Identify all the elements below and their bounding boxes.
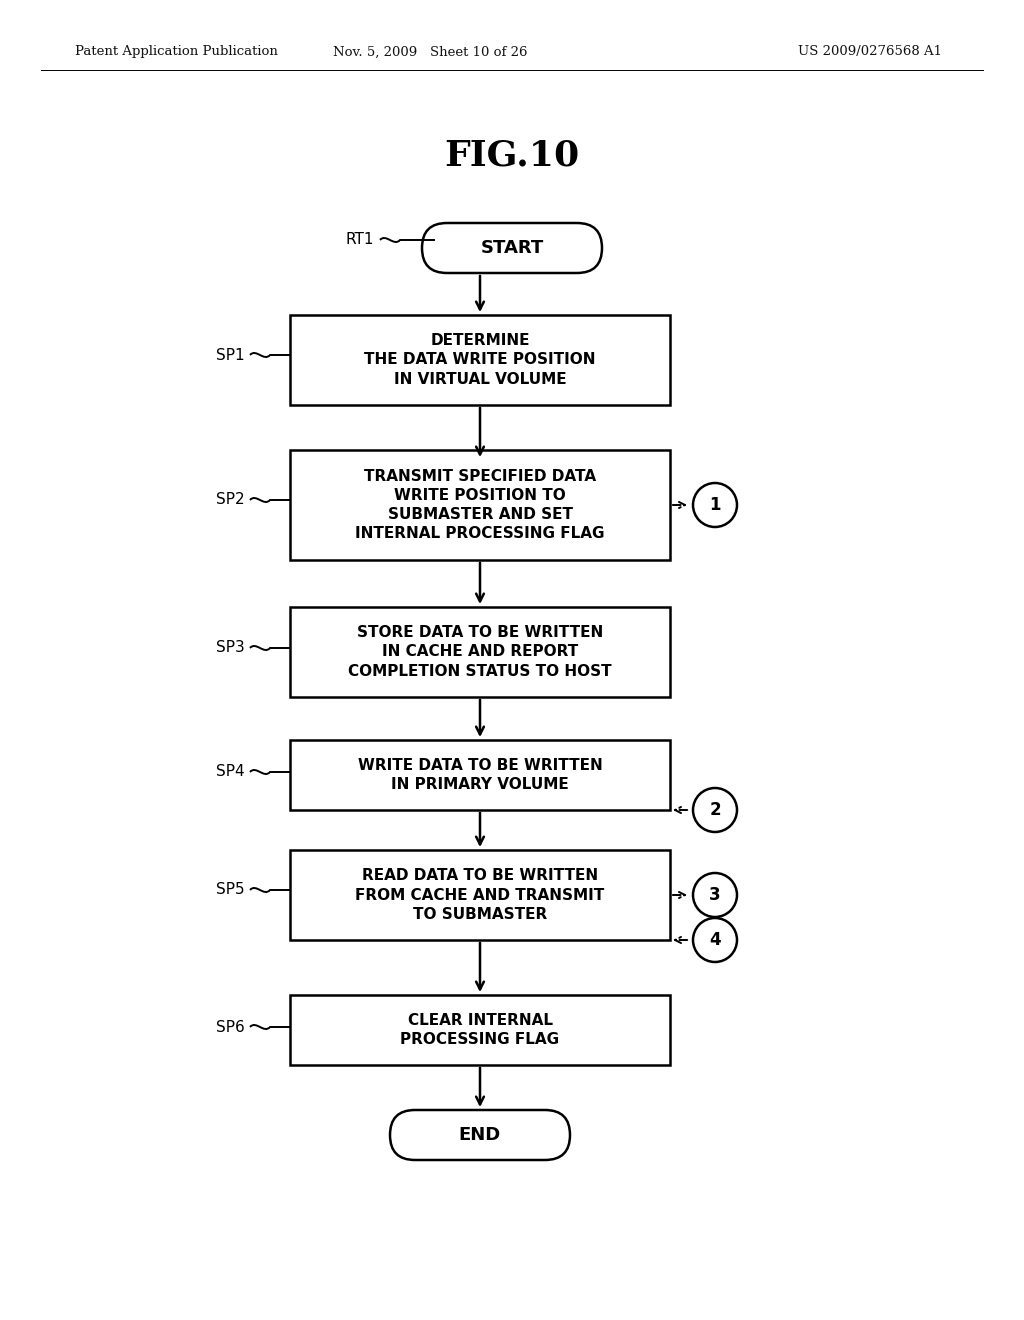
Text: SP4: SP4	[216, 764, 245, 780]
Text: Patent Application Publication: Patent Application Publication	[75, 45, 278, 58]
Circle shape	[693, 788, 737, 832]
Text: START: START	[480, 239, 544, 257]
Circle shape	[693, 483, 737, 527]
Text: END: END	[459, 1126, 501, 1144]
Text: SP1: SP1	[216, 347, 245, 363]
Text: US 2009/0276568 A1: US 2009/0276568 A1	[798, 45, 942, 58]
Text: 1: 1	[710, 496, 721, 513]
Text: SP5: SP5	[216, 883, 245, 898]
Text: 2: 2	[710, 801, 721, 818]
Text: SP3: SP3	[216, 640, 245, 656]
Text: STORE DATA TO BE WRITTEN
IN CACHE AND REPORT
COMPLETION STATUS TO HOST: STORE DATA TO BE WRITTEN IN CACHE AND RE…	[348, 626, 611, 678]
FancyBboxPatch shape	[390, 1110, 570, 1160]
Text: FIG.10: FIG.10	[444, 139, 580, 172]
FancyBboxPatch shape	[422, 223, 602, 273]
Text: TRANSMIT SPECIFIED DATA
WRITE POSITION TO
SUBMASTER AND SET
INTERNAL PROCESSING : TRANSMIT SPECIFIED DATA WRITE POSITION T…	[355, 469, 605, 541]
Text: CLEAR INTERNAL
PROCESSING FLAG: CLEAR INTERNAL PROCESSING FLAG	[400, 1012, 559, 1047]
Text: READ DATA TO BE WRITTEN
FROM CACHE AND TRANSMIT
TO SUBMASTER: READ DATA TO BE WRITTEN FROM CACHE AND T…	[355, 869, 604, 921]
Text: 3: 3	[710, 886, 721, 904]
Bar	[290, 607, 670, 697]
Text: SP2: SP2	[216, 492, 245, 507]
Circle shape	[693, 873, 737, 917]
Bar	[290, 741, 670, 810]
Text: DETERMINE
THE DATA WRITE POSITION
IN VIRTUAL VOLUME: DETERMINE THE DATA WRITE POSITION IN VIR…	[365, 333, 596, 387]
Bar	[290, 315, 670, 405]
Text: 4: 4	[710, 931, 721, 949]
Text: Nov. 5, 2009   Sheet 10 of 26: Nov. 5, 2009 Sheet 10 of 26	[333, 45, 527, 58]
Text: RT1: RT1	[346, 232, 374, 248]
Text: WRITE DATA TO BE WRITTEN
IN PRIMARY VOLUME: WRITE DATA TO BE WRITTEN IN PRIMARY VOLU…	[357, 758, 602, 792]
Text: SP6: SP6	[216, 1019, 245, 1035]
Bar	[290, 850, 670, 940]
Bar	[290, 995, 670, 1065]
Bar	[290, 450, 670, 560]
Circle shape	[693, 917, 737, 962]
